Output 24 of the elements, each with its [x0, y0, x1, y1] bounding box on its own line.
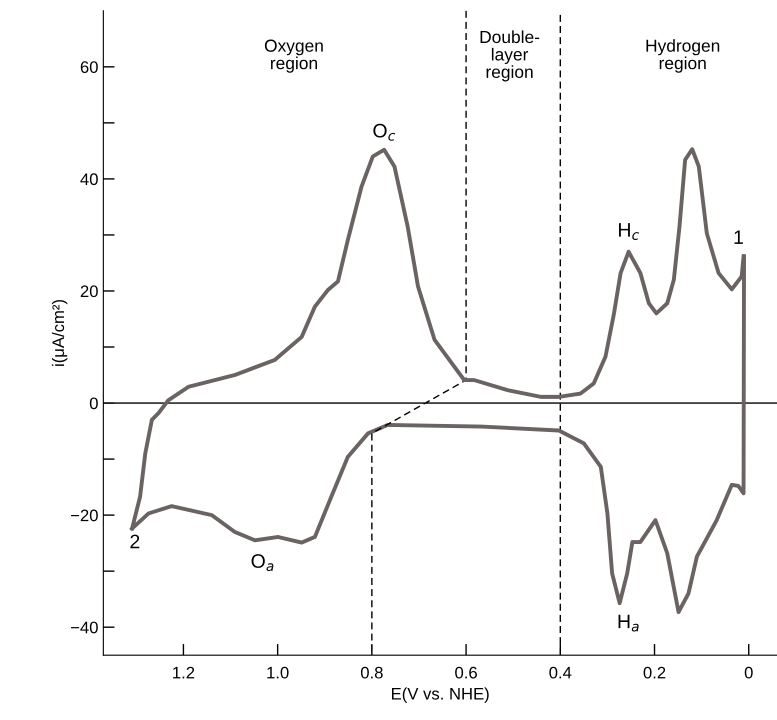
annotation: H$_{a}$ [618, 614, 639, 632]
annotation: O$_{c}$ [373, 124, 396, 141]
annotation: Hydrogen region [646, 39, 720, 73]
x-tick-label: 0.8 [360, 666, 383, 679]
annotation: Oxygen region [264, 40, 323, 73]
annotation: O$_{a}$ [252, 554, 274, 572]
y-tick-label: 40 [80, 173, 98, 186]
x-tick-label: 0.4 [549, 666, 572, 679]
annotation: Double- layer region [480, 30, 540, 82]
y-tick-label: 20 [80, 285, 98, 298]
x-axis-title: E(V vs. NHE) [392, 687, 489, 703]
y-tick-label: 0 [90, 397, 98, 410]
x-tick-label: 1.2 [173, 666, 194, 678]
y-tick-label: −40 [71, 622, 98, 634]
annotation: H$_{c}$ [619, 223, 639, 240]
y-axis-title: i(μA/cm²) [52, 300, 68, 366]
x-tick-label: 0.2 [644, 666, 666, 679]
x-tick-label: 1.0 [267, 666, 289, 679]
annotation: 1 [734, 230, 743, 244]
annotation: 2 [130, 534, 140, 548]
x-tick-label: 0.6 [455, 666, 477, 679]
x-tick-label: 0 [744, 666, 753, 679]
y-tick-label: −20 [71, 510, 98, 522]
y-tick-label: 60 [80, 61, 98, 74]
